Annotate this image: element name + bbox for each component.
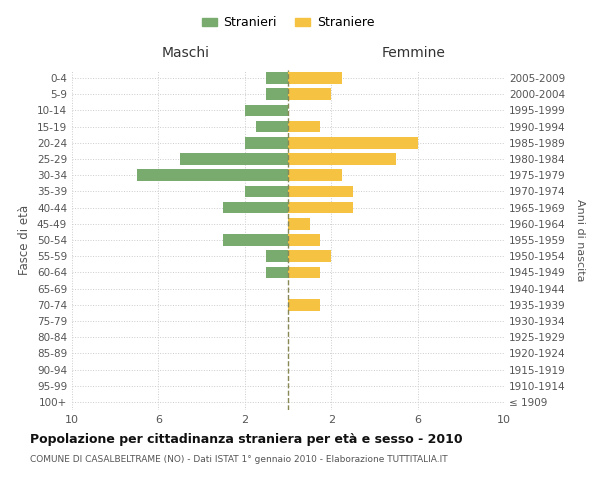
Bar — [223, 234, 288, 246]
Bar — [288, 88, 331, 100]
Bar — [137, 170, 288, 181]
Bar — [288, 234, 320, 246]
Bar — [180, 153, 288, 165]
Text: Femmine: Femmine — [382, 46, 446, 60]
Bar — [288, 153, 396, 165]
Bar — [288, 170, 342, 181]
Bar — [256, 121, 288, 132]
Bar — [288, 266, 320, 278]
Bar — [223, 202, 288, 213]
Bar — [288, 72, 342, 84]
Bar — [288, 121, 320, 132]
Bar — [288, 218, 310, 230]
Y-axis label: Anni di nascita: Anni di nascita — [575, 198, 585, 281]
Bar — [288, 250, 331, 262]
Legend: Stranieri, Straniere: Stranieri, Straniere — [197, 11, 379, 34]
Bar — [266, 88, 288, 100]
Bar — [288, 202, 353, 213]
Bar — [266, 72, 288, 84]
Y-axis label: Fasce di età: Fasce di età — [19, 205, 31, 275]
Bar — [245, 137, 288, 148]
Bar — [266, 250, 288, 262]
Bar — [288, 186, 353, 198]
Bar — [245, 186, 288, 198]
Text: COMUNE DI CASALBELTRAME (NO) - Dati ISTAT 1° gennaio 2010 - Elaborazione TUTTITA: COMUNE DI CASALBELTRAME (NO) - Dati ISTA… — [30, 455, 448, 464]
Bar — [288, 299, 320, 310]
Bar — [288, 137, 418, 148]
Bar — [245, 104, 288, 117]
Text: Popolazione per cittadinanza straniera per età e sesso - 2010: Popolazione per cittadinanza straniera p… — [30, 432, 463, 446]
Text: Maschi: Maschi — [162, 46, 210, 60]
Bar — [266, 266, 288, 278]
